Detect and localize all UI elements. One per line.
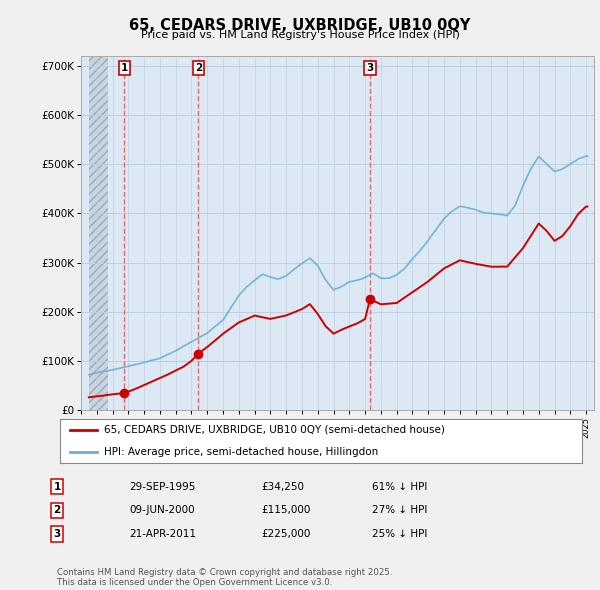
Text: 09-JUN-2000: 09-JUN-2000 [129,506,194,515]
Text: £225,000: £225,000 [261,529,310,539]
Text: 61% ↓ HPI: 61% ↓ HPI [372,482,427,491]
Text: 27% ↓ HPI: 27% ↓ HPI [372,506,427,515]
Text: 29-SEP-1995: 29-SEP-1995 [129,482,196,491]
Text: 1: 1 [121,63,128,73]
Text: Price paid vs. HM Land Registry's House Price Index (HPI): Price paid vs. HM Land Registry's House … [140,30,460,40]
Text: 65, CEDARS DRIVE, UXBRIDGE, UB10 0QY (semi-detached house): 65, CEDARS DRIVE, UXBRIDGE, UB10 0QY (se… [104,425,445,435]
Text: 2: 2 [195,63,202,73]
Text: Contains HM Land Registry data © Crown copyright and database right 2025.
This d: Contains HM Land Registry data © Crown c… [57,568,392,587]
Text: 65, CEDARS DRIVE, UXBRIDGE, UB10 0QY: 65, CEDARS DRIVE, UXBRIDGE, UB10 0QY [130,18,470,32]
Text: 25% ↓ HPI: 25% ↓ HPI [372,529,427,539]
Text: 2: 2 [53,506,61,515]
Text: 21-APR-2011: 21-APR-2011 [129,529,196,539]
Text: 1: 1 [53,482,61,491]
Text: 3: 3 [53,529,61,539]
Text: £34,250: £34,250 [261,482,304,491]
Text: 3: 3 [366,63,373,73]
Text: £115,000: £115,000 [261,506,310,515]
Text: HPI: Average price, semi-detached house, Hillingdon: HPI: Average price, semi-detached house,… [104,447,379,457]
